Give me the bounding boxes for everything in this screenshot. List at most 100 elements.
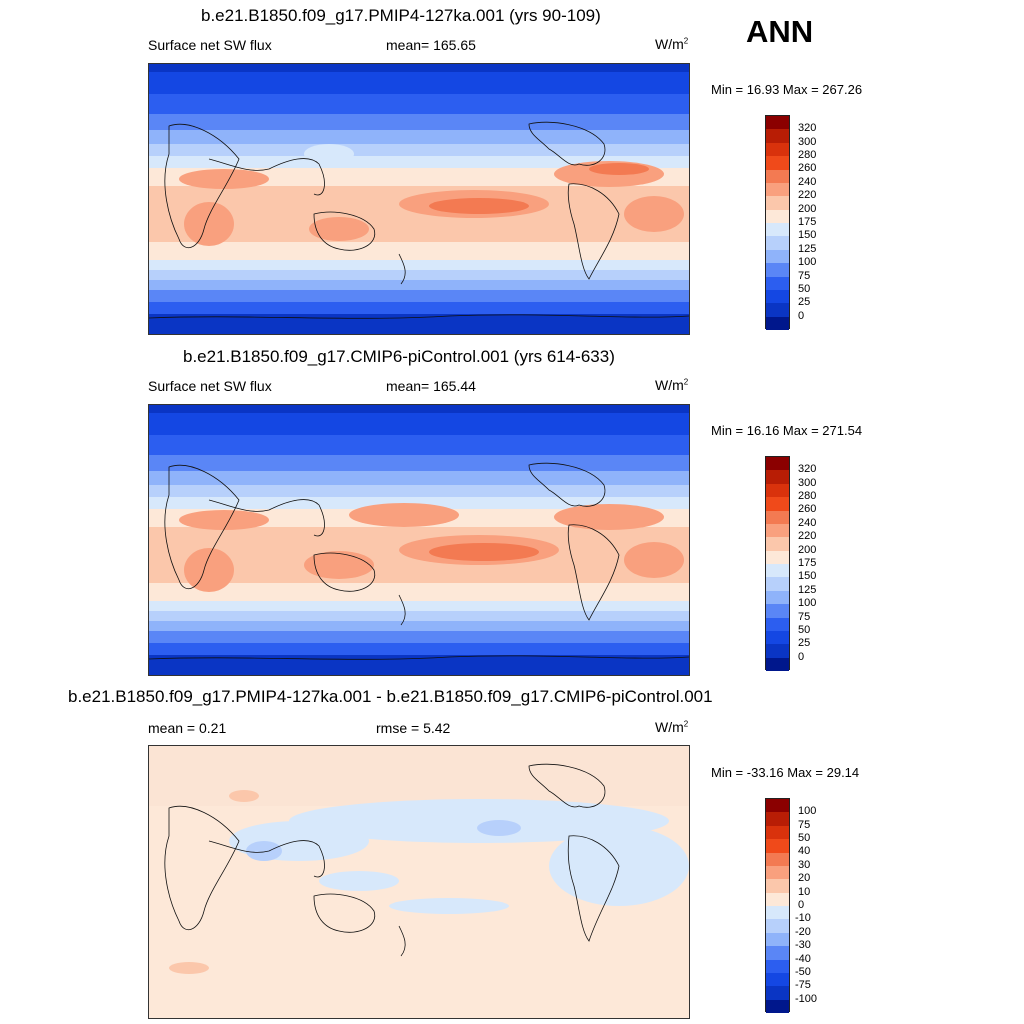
colorbar-tick: 0 — [798, 651, 805, 663]
colorbar-swatch — [766, 590, 789, 605]
panel1-map — [148, 63, 690, 335]
colorbar-swatch — [766, 564, 789, 578]
panel2-map — [148, 404, 690, 676]
season-label: ANN — [746, 14, 814, 49]
colorbar-tick: 50 — [798, 832, 811, 844]
patch — [624, 542, 684, 578]
colorbar-swatch — [766, 852, 789, 866]
panel3-title: b.e21.B1850.f09_g17.PMIP4-127ka.001 - b.… — [68, 687, 713, 706]
patch — [179, 510, 269, 530]
band — [149, 156, 689, 168]
band — [149, 643, 689, 655]
patch — [184, 548, 234, 592]
colorbar-swatch — [766, 236, 789, 250]
colorbar-swatch — [766, 169, 789, 183]
band — [149, 455, 689, 471]
colorbar-swatch — [766, 959, 789, 973]
colorbar-swatch — [766, 470, 789, 484]
colorbar-tick: 0 — [798, 310, 805, 322]
panel2-title: b.e21.B1850.f09_g17.CMIP6-piControl.001 … — [183, 347, 615, 366]
colorbar-tick: -10 — [795, 912, 811, 924]
colorbar-tick: 75 — [798, 270, 811, 282]
panel2-colorbar — [765, 456, 790, 671]
colorbar-swatch — [766, 249, 789, 264]
colorbar-tick: 25 — [798, 296, 811, 308]
patch — [289, 799, 669, 843]
colorbar-swatch — [766, 892, 789, 906]
colorbar-swatch — [766, 263, 789, 277]
panel2-minmax-label: Min = 16.16 Max = 271.54 — [711, 423, 863, 438]
band — [149, 601, 689, 611]
panel2-variable-label: Surface net SW flux — [148, 378, 272, 394]
colorbar-tick: -75 — [795, 979, 811, 991]
colorbar-tick: 300 — [798, 477, 817, 489]
band — [149, 413, 689, 435]
colorbar-swatch — [766, 812, 789, 826]
colorbar-swatch — [766, 457, 789, 471]
colorbar-swatch — [766, 839, 789, 853]
colorbar-tick: 75 — [798, 611, 811, 623]
band — [149, 314, 689, 334]
colorbar-swatch — [766, 906, 789, 920]
band — [149, 168, 689, 186]
band — [149, 471, 689, 485]
colorbar-tick: 280 — [798, 490, 817, 502]
colorbar-swatch — [766, 946, 789, 960]
colorbar-swatch — [766, 303, 789, 317]
colorbar-tick: 220 — [798, 189, 817, 201]
patch — [304, 144, 354, 164]
coastlines — [149, 462, 689, 660]
patch — [624, 196, 684, 232]
colorbar-swatch — [766, 316, 789, 330]
colorbar-swatch — [766, 483, 789, 498]
band — [149, 583, 689, 601]
colorbar-swatch — [766, 604, 789, 618]
panel3-units-label: W/m2 — [655, 719, 689, 735]
panel3-rmse-label: rmse = 5.42 — [376, 720, 451, 736]
panel1-title: b.e21.B1850.f09_g17.PMIP4-127ka.001 (yrs… — [201, 6, 601, 25]
band — [149, 290, 689, 302]
colorbar-swatch — [766, 932, 789, 947]
colorbar-tick: 100 — [798, 256, 817, 268]
patch — [429, 543, 539, 561]
panel3-mean-label: mean = 0.21 — [148, 720, 227, 736]
panel3-map — [148, 745, 690, 1019]
colorbar-swatch — [766, 644, 789, 658]
colorbar-swatch — [766, 276, 789, 290]
colorbar-swatch — [766, 825, 789, 840]
panel2-map-field — [149, 405, 689, 675]
colorbar-swatch — [766, 497, 789, 511]
colorbar-tick: 320 — [798, 122, 817, 134]
panel1-colorbar — [765, 115, 790, 330]
panel1-units-label: W/m2 — [655, 36, 689, 52]
colorbar-swatch — [766, 630, 789, 645]
band — [149, 130, 689, 144]
colorbar-tick: 260 — [798, 503, 817, 515]
colorbar-swatch — [766, 972, 789, 987]
colorbar-tick: 10 — [798, 886, 811, 898]
panel1-map-field — [149, 64, 689, 334]
colorbar-tick: 200 — [798, 203, 817, 215]
colorbar-swatch — [766, 865, 789, 880]
patch — [184, 202, 234, 246]
colorbar-tick: -50 — [795, 966, 811, 978]
band — [149, 64, 689, 72]
panel1-minmax-label: Min = 16.93 Max = 267.26 — [711, 82, 863, 97]
coastlines — [149, 121, 689, 319]
colorbar-swatch — [766, 657, 789, 671]
colorbar-tick: 75 — [798, 819, 811, 831]
band — [149, 114, 689, 130]
colorbar-tick: 150 — [798, 570, 817, 582]
colorbar-tick: 240 — [798, 176, 817, 188]
patch — [429, 198, 529, 214]
coastlines — [164, 763, 620, 957]
band — [149, 72, 689, 94]
colorbar-swatch — [766, 523, 789, 538]
colorbar-tick: 125 — [798, 243, 817, 255]
band — [149, 435, 689, 455]
colorbar-tick: 0 — [798, 899, 805, 911]
colorbar-swatch — [766, 223, 789, 237]
patch — [304, 551, 374, 579]
band — [149, 94, 689, 114]
patch — [246, 841, 282, 861]
